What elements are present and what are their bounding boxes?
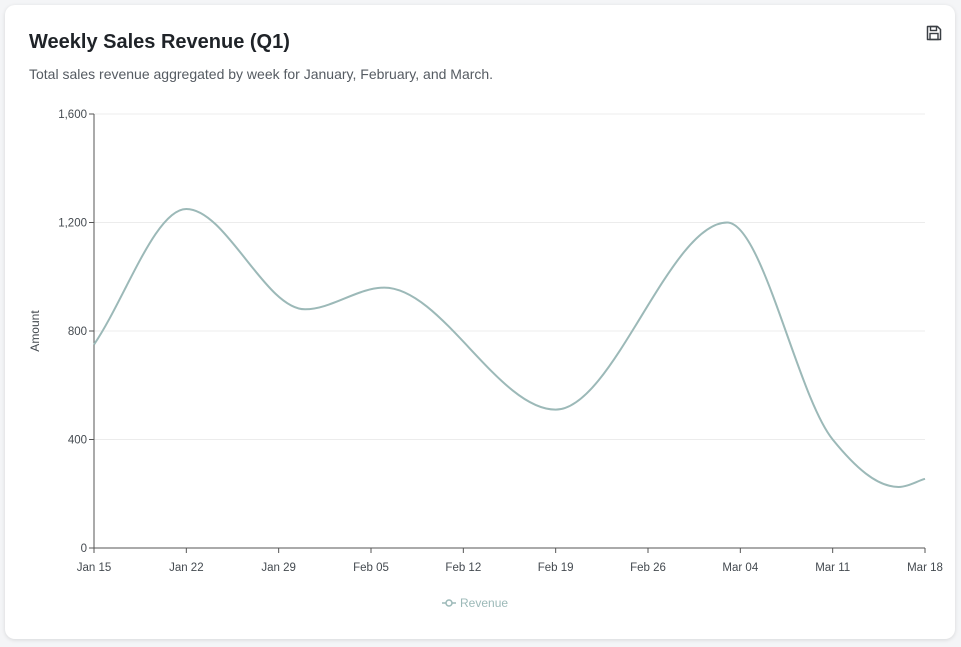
series-line-revenue: [93, 207, 926, 488]
x-tick-label: Feb 12: [445, 562, 481, 574]
x-tick-label: Mar 18: [907, 562, 943, 574]
chart-title: Weekly Sales Revenue (Q1): [29, 31, 290, 53]
x-tick-label: Jan 29: [261, 562, 296, 574]
y-tick-label: 1,600: [58, 109, 87, 121]
chart-card: Weekly Sales Revenue (Q1) Total sales re…: [5, 5, 955, 639]
x-tick-label: Mar 11: [815, 562, 850, 574]
y-tick-label: 400: [68, 435, 87, 447]
floppy-disk-icon: [926, 25, 942, 41]
legend-marker-icon[interactable]: [445, 599, 453, 607]
x-tick-label: Feb 19: [538, 562, 574, 574]
legend-label-revenue[interactable]: Revenue: [460, 596, 508, 610]
y-tick-label: 0: [81, 543, 87, 555]
y-axis-title: Amount: [28, 310, 42, 352]
save-chart-button[interactable]: [923, 22, 945, 44]
chart-subtitle: Total sales revenue aggregated by week f…: [29, 66, 494, 82]
x-tick-label: Jan 22: [169, 562, 204, 574]
y-tick-label: 1,200: [58, 218, 87, 230]
x-tick-label: Feb 05: [353, 562, 389, 574]
x-tick-label: Feb 26: [630, 562, 666, 574]
y-tick-label: 800: [68, 326, 87, 338]
x-tick-label: Jan 15: [77, 562, 112, 574]
x-tick-label: Mar 04: [722, 562, 758, 574]
